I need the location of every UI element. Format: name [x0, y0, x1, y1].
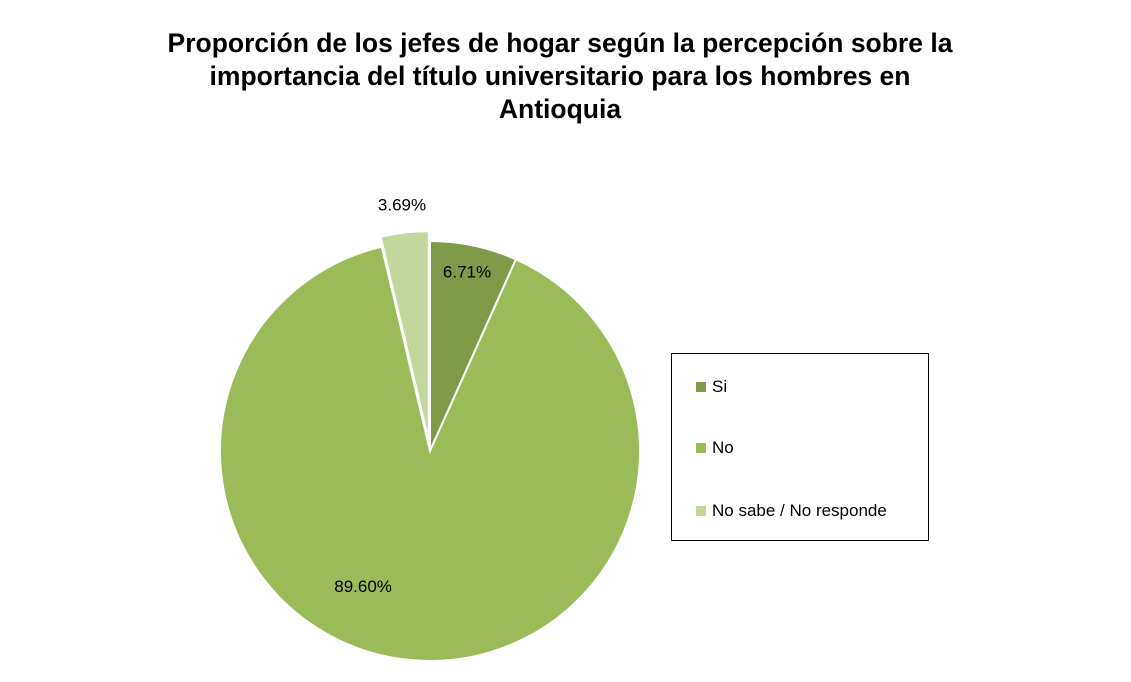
legend-swatch-no [696, 443, 706, 453]
data-label-si: 6.71% [443, 263, 491, 282]
pie-slice-no-sabe [379, 230, 430, 442]
legend-swatch-no-sabe [696, 506, 706, 516]
chart-title-line-2: importancia del título universitario par… [209, 61, 911, 91]
legend-item-no: No [696, 437, 734, 459]
chart-title-line-1: Proporción de los jefes de hogar según l… [167, 28, 953, 58]
legend: Si No No sabe / No responde [671, 353, 929, 541]
pie-slice-no [219, 245, 641, 662]
legend-item-no-sabe: No sabe / No responde [696, 500, 887, 522]
legend-swatch-si [696, 382, 706, 392]
chart-title: Proporción de los jefes de hogar según l… [60, 27, 1060, 126]
data-label-no-sabe: 3.69% [378, 196, 426, 215]
data-label-no: 89.60% [334, 577, 392, 596]
chart-title-line-3: Antioquia [498, 94, 622, 124]
legend-label-si: Si [712, 377, 728, 396]
legend-item-si: Si [696, 376, 727, 398]
legend-label-no: No [712, 438, 734, 457]
legend-label-no-sabe: No sabe / No responde [712, 501, 887, 520]
